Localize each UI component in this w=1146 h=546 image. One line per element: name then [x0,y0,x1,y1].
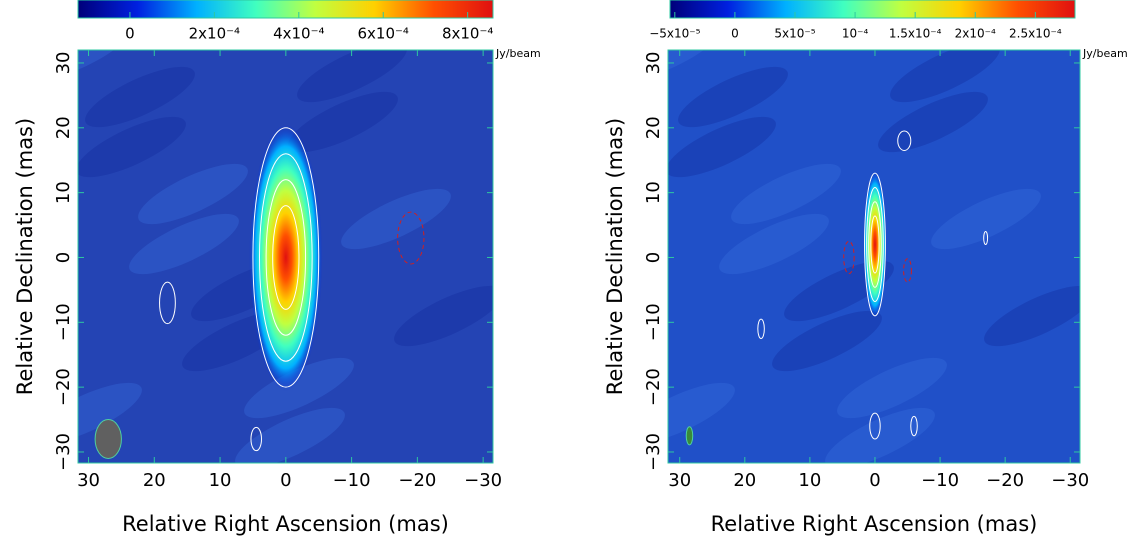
contour [250,426,262,452]
contour [868,201,882,288]
y-tick-label: −10 [643,303,664,341]
noise-streak [984,285,1080,347]
noise-streak [678,66,788,128]
panel: 30 20 10 0 −10 −20 −30 −30 −20 −10 0 10 20 30 Relative… [603,0,1128,536]
x-tick-label: −10 [333,470,371,491]
y-tick-label: −20 [643,368,664,406]
x-tick-label: −20 [398,470,436,491]
panel: 30 20 10 0 −10 −20 −30 −30 −20 −10 0 10 20 30 Relative… [13,0,541,536]
x-tick-label: 20 [143,470,166,491]
colorbar-tick-label: 2.5x10⁻⁴ [1009,27,1062,41]
plot-frame [667,49,1081,464]
negative-contour [397,211,425,265]
colorbar-tick-label: −5x10⁻⁵ [649,27,700,41]
x-tick-label: 10 [798,470,821,491]
contour [983,231,989,246]
source [243,101,329,414]
source [861,158,889,331]
y-tick-label: −20 [53,368,74,406]
negative-contour [903,258,912,283]
colorbar-tick-label: 6x10⁻⁴ [358,25,409,43]
beam [685,426,694,446]
y-axis-label: Relative Declination (mas) [603,118,627,395]
contour [252,127,320,388]
x-tick-label: −20 [986,470,1024,491]
y-tick-label: −30 [643,433,664,471]
colorbar-tick-label: 5x10⁻⁵ [774,27,815,41]
contour [272,205,300,310]
contour [866,186,884,303]
noise-streak [394,285,493,347]
noise-streak [878,91,988,153]
x-tick-label: 30 [77,470,100,491]
y-tick-label: 30 [53,52,74,75]
colorbar-tick-label: 8x10⁻⁴ [442,25,493,43]
noise-streak [772,310,882,372]
noise-streak [837,357,947,419]
contour [897,130,912,151]
image [668,50,1080,463]
colorbar [669,0,1076,19]
y-tick-label: 10 [643,181,664,204]
colorbar-tick-label: 2x10⁻⁴ [189,25,240,43]
colorbar [77,0,494,19]
x-tick-label: −30 [1051,470,1089,491]
noise-streak [138,163,248,225]
x-tick-label: 0 [280,470,291,491]
contour [757,318,765,340]
contour [869,412,881,440]
colorbar-unit: Jy/beam [495,47,541,60]
colorbar-tick-label: 2x10⁻⁴ [955,27,996,41]
x-tick-label: 0 [869,470,880,491]
y-tick-label: 20 [53,116,74,139]
noise-streak [668,382,735,444]
y-tick-label: 20 [643,116,664,139]
colorbar-tick-label: 1.5x10⁻⁴ [889,27,942,41]
colorbar-tick-label: 0 [125,25,135,43]
contour [910,415,918,437]
colorbar-unit: Jy/beam [1082,47,1128,60]
noise-streak [719,213,829,275]
noise-streak [85,66,195,128]
y-tick-label: 30 [643,52,664,75]
contour [259,153,313,362]
contour [870,215,880,274]
y-tick-label: 0 [643,252,664,263]
x-tick-label: −10 [921,470,959,491]
contour [159,281,176,325]
negative-contour [843,240,855,275]
noise-streak [341,188,451,250]
colorbar-tick-label: 10⁻⁴ [842,27,869,41]
beam [94,419,122,459]
y-axis-label: Relative Declination (mas) [13,118,37,395]
x-tick-label: 30 [668,470,691,491]
colorbar-tick-label: 4x10⁻⁴ [273,25,324,43]
noise-streak [288,91,398,153]
noise-streak [731,163,841,225]
y-tick-label: −10 [53,303,74,341]
colorbar-tick-label: 0 [731,27,739,41]
x-axis-label: Relative Right Ascension (mas) [711,512,1038,536]
x-tick-label: 20 [733,470,756,491]
noise-streak [129,213,239,275]
noise-streak [668,116,776,178]
noise-streak [78,382,142,444]
contour [864,172,886,317]
noise-streak [931,188,1041,250]
y-tick-label: 0 [53,252,74,263]
x-tick-label: 10 [209,470,232,491]
noise-streak [235,407,345,463]
noise-streak [297,50,407,103]
noise-streak [825,407,935,463]
x-tick-label: −30 [464,470,502,491]
y-tick-label: 10 [53,181,74,204]
x-axis-label: Relative Right Ascension (mas) [122,512,449,536]
noise-streak [78,116,186,178]
noise-streak [890,50,1000,103]
y-tick-label: −30 [53,433,74,471]
contour [265,179,307,336]
image [78,50,493,463]
